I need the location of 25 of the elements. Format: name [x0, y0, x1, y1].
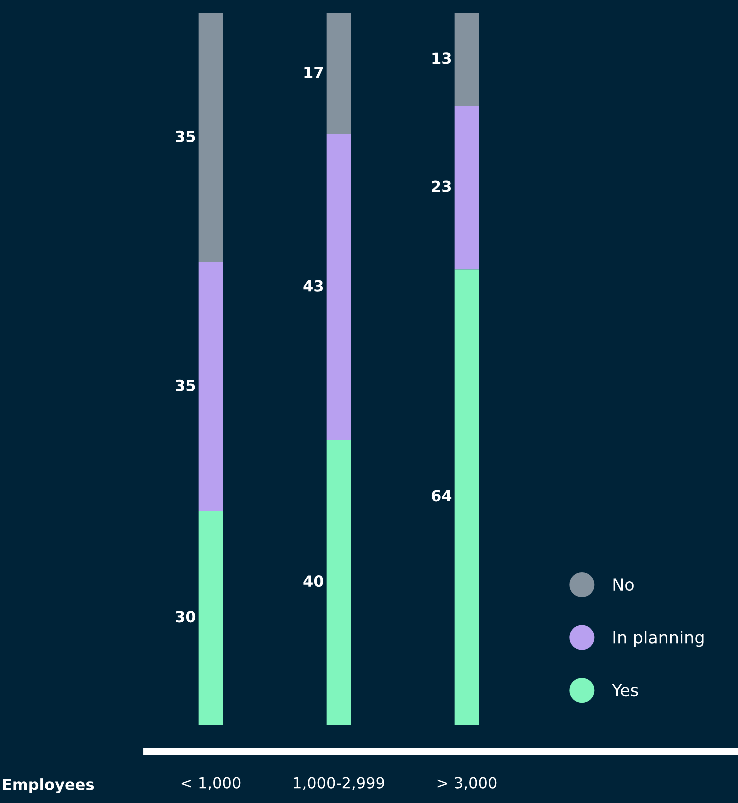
bar	[326, 440, 352, 725]
data-label: 35	[176, 130, 196, 142]
data-label: 35	[176, 380, 196, 392]
x-tick-label: < 1,000	[182, 777, 241, 790]
bar	[198, 14, 224, 263]
bar	[198, 262, 224, 512]
data-label: 43	[304, 280, 324, 292]
x-tick-label: 1,000-2,999	[294, 777, 384, 790]
bar	[454, 14, 480, 106]
bar	[326, 14, 352, 134]
legend-label: In planning	[614, 630, 704, 648]
legend-label: No	[614, 578, 634, 592]
data-label: 30	[176, 611, 196, 623]
bar	[326, 134, 352, 440]
bar	[198, 512, 224, 725]
data-label: 40	[304, 576, 324, 588]
data-label: 17	[304, 67, 324, 78]
legend-label: Yes	[612, 684, 638, 697]
bar	[454, 106, 480, 270]
data-label: 23	[432, 180, 452, 192]
bar	[454, 270, 480, 725]
data-label: 64	[432, 490, 452, 502]
x-tick-label: > 3,000	[438, 777, 497, 790]
data-label: 13	[432, 52, 452, 64]
x-axis-title: Employees	[3, 778, 94, 794]
